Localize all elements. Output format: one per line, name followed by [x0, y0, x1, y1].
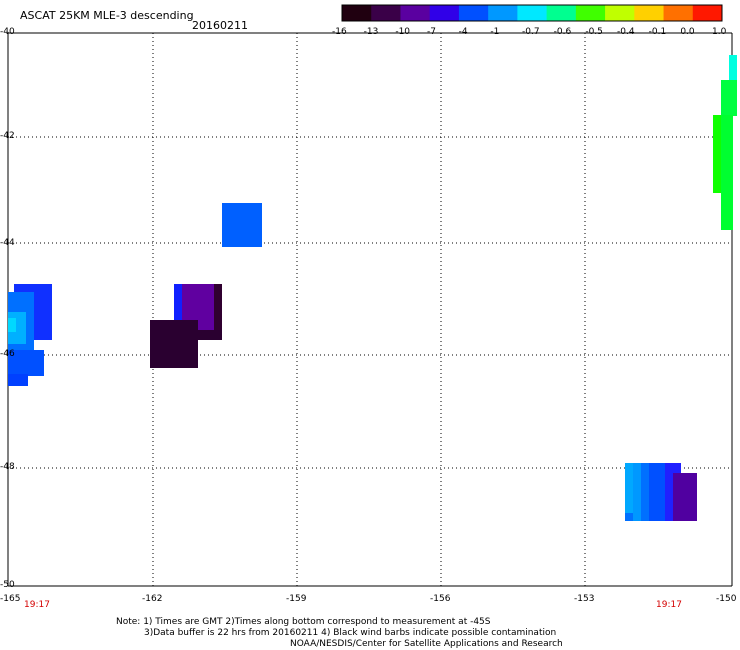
- colorbar-tick-label: -10: [395, 27, 411, 37]
- colorbar-tick-label: -1: [490, 27, 500, 37]
- y-tick-label: -46: [0, 349, 15, 359]
- x-tick-label: -159: [286, 594, 307, 604]
- time-label: 19:17: [656, 600, 682, 610]
- x-tick-label: -150: [716, 594, 737, 604]
- colorbar-outline: [341, 4, 723, 22]
- y-tick-label: -44: [0, 238, 15, 248]
- colorbar-swatch: [458, 5, 489, 21]
- map-date: 20160211: [192, 19, 248, 32]
- time-label: 19:17: [24, 600, 50, 610]
- x-tick-label: -165: [0, 594, 21, 604]
- colorbar-swatch: [400, 5, 431, 21]
- colorbar-tick-label: -0.1: [648, 27, 667, 37]
- swath-cell: [721, 80, 737, 116]
- colorbar-swatch: [342, 5, 372, 21]
- map-title: ASCAT 25KM MLE-3 descending: [20, 9, 194, 22]
- colorbar-tick-label: -0.6: [553, 27, 572, 37]
- swath-cell: [198, 330, 222, 340]
- colorbar-swatch: [663, 5, 694, 21]
- y-tick-label: -48: [0, 462, 15, 472]
- colorbar-tick-label: -13: [363, 27, 379, 37]
- colorbar-tick-label: -0.5: [585, 27, 603, 37]
- colorbar-swatch: [634, 5, 665, 21]
- colorbar-swatch: [546, 5, 577, 21]
- swath-data: [8, 55, 737, 521]
- colorbar: [341, 4, 723, 22]
- x-tick-label: -156: [430, 594, 451, 604]
- colorbar-tick-label: 0.0: [680, 27, 695, 37]
- y-tick-label: -40: [0, 27, 15, 37]
- note-line-1: Note: 1) Times are GMT 2)Times along bot…: [116, 617, 491, 627]
- colorbar-swatch: [605, 5, 635, 21]
- swath-cell: [8, 350, 44, 376]
- colorbar-tick-label: -0.7: [522, 27, 540, 37]
- swath-cell: [721, 115, 733, 230]
- swath-cell: [150, 320, 198, 368]
- swath-cell: [8, 374, 28, 386]
- swath-cell: [8, 318, 16, 332]
- colorbar-swatch: [488, 5, 518, 21]
- swath-cell: [649, 463, 665, 521]
- x-tick-label: -162: [142, 594, 163, 604]
- colorbar-swatch: [517, 5, 548, 21]
- y-tick-label: -42: [0, 131, 15, 141]
- colorbar-swatch: [429, 5, 460, 21]
- colorbar-swatch: [371, 5, 401, 21]
- swath-cell: [713, 115, 721, 193]
- x-tick-label: -153: [574, 594, 595, 604]
- colorbar-tick-label: -0.4: [617, 27, 635, 37]
- colorbar-tick-label: -7: [427, 27, 436, 37]
- note-line-3: NOAA/NESDIS/Center for Satellite Applica…: [290, 639, 563, 649]
- swath-cell: [214, 284, 222, 340]
- note-line-2: 3)Data buffer is 22 hrs from 20160211 4)…: [144, 628, 557, 638]
- swath-cell: [729, 55, 737, 81]
- swath-cell: [633, 463, 641, 521]
- colorbar-tick-label: -16: [332, 27, 347, 37]
- colorbar-tick-label: -4: [458, 27, 468, 37]
- colorbar-swatch: [692, 5, 723, 21]
- graticule-grid: [7, 32, 733, 587]
- swath-cell: [673, 473, 697, 521]
- colorbar-swatch: [575, 5, 606, 21]
- colorbar-tick-label: 1.0: [712, 27, 727, 37]
- swath-cell: [222, 203, 262, 247]
- y-tick-label: -50: [0, 580, 15, 590]
